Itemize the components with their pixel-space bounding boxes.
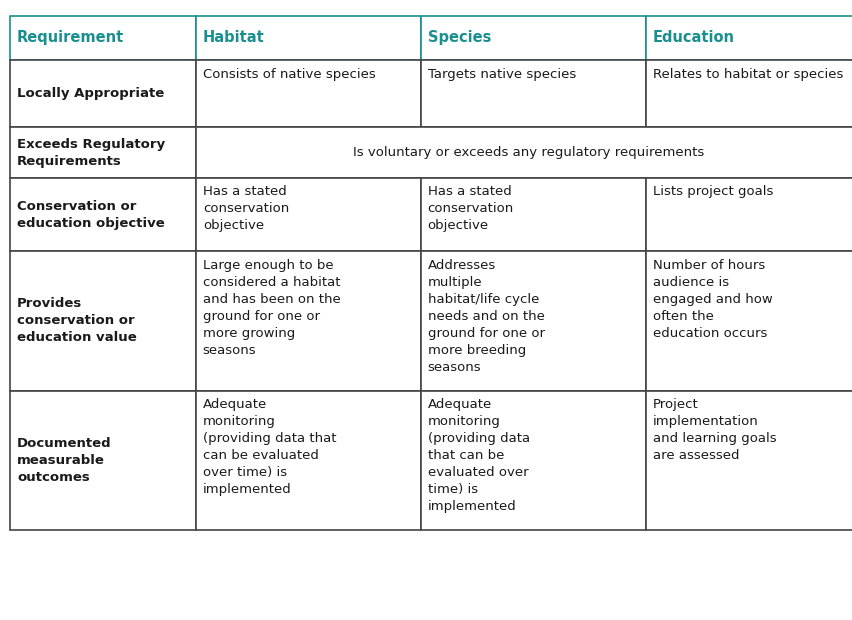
Bar (196, 127, 852, 178)
Text: Provides
conservation or
education value: Provides conservation or education value (17, 298, 137, 344)
Text: Is voluntary or exceeds any regulatory requirements: Is voluntary or exceeds any regulatory r… (354, 146, 705, 159)
Bar (646, 251, 852, 391)
Text: Requirement: Requirement (17, 30, 124, 45)
Text: Lists project goals: Lists project goals (653, 185, 773, 198)
Text: Documented
measurable
outcomes: Documented measurable outcomes (17, 437, 112, 484)
Text: Number of hours
audience is
engaged and how
often the
education occurs: Number of hours audience is engaged and … (653, 259, 773, 340)
Text: Consists of native species: Consists of native species (203, 68, 376, 81)
Bar (196, 60, 421, 127)
Bar (421, 251, 646, 391)
Bar (421, 391, 646, 530)
Bar (10, 127, 196, 178)
Bar (646, 60, 852, 127)
Bar (421, 178, 646, 251)
Text: Education: Education (653, 30, 734, 45)
Bar (196, 391, 421, 530)
Text: Relates to habitat or species: Relates to habitat or species (653, 68, 843, 81)
Bar (196, 178, 421, 251)
Bar (10, 178, 196, 251)
Bar (10, 60, 196, 127)
Text: Has a stated
conservation
objective: Has a stated conservation objective (428, 185, 514, 232)
Bar (646, 391, 852, 530)
Text: Addresses
multiple
habitat/life cycle
needs and on the
ground for one or
more br: Addresses multiple habitat/life cycle ne… (428, 259, 544, 373)
Bar (196, 251, 421, 391)
Text: Locally Appropriate: Locally Appropriate (17, 87, 164, 100)
Bar (646, 16, 852, 60)
Bar (421, 60, 646, 127)
Text: Species: Species (428, 30, 491, 45)
Text: Adequate
monitoring
(providing data
that can be
evaluated over
time) is
implemen: Adequate monitoring (providing data that… (428, 398, 530, 513)
Text: Large enough to be
considered a habitat
and has been on the
ground for one or
mo: Large enough to be considered a habitat … (203, 259, 341, 356)
Text: Exceeds Regulatory
Requirements: Exceeds Regulatory Requirements (17, 138, 165, 167)
Bar (646, 178, 852, 251)
Text: Adequate
monitoring
(providing data that
can be evaluated
over time) is
implemen: Adequate monitoring (providing data that… (203, 398, 337, 496)
Bar (10, 16, 196, 60)
Text: Has a stated
conservation
objective: Has a stated conservation objective (203, 185, 289, 232)
Bar (10, 251, 196, 391)
Text: Conservation or
education objective: Conservation or education objective (17, 200, 164, 229)
Text: Habitat: Habitat (203, 30, 264, 45)
Bar (421, 16, 646, 60)
Text: Project
implementation
and learning goals
are assessed: Project implementation and learning goal… (653, 398, 776, 462)
Text: Targets native species: Targets native species (428, 68, 576, 81)
Bar (10, 391, 196, 530)
Bar (196, 16, 421, 60)
